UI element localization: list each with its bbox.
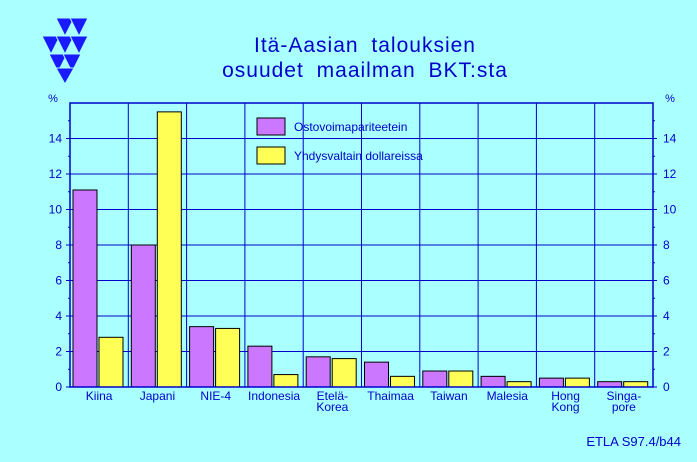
x-tick-label: Japani <box>140 389 175 403</box>
x-tick-label: Kiina <box>86 389 113 403</box>
plot-border <box>69 102 654 388</box>
x-tick-label: Kong <box>552 400 580 414</box>
y-tick-label-left: 12 <box>49 167 63 181</box>
bar-usd <box>273 374 299 388</box>
y-tick-label-left: 6 <box>55 274 62 288</box>
y-tick-label-left: 8 <box>55 238 62 252</box>
bar-ppp <box>597 381 623 388</box>
y-tick-label-left: 10 <box>49 203 63 217</box>
bar-usd <box>564 377 590 388</box>
y-tick-label-right: 8 <box>663 238 670 252</box>
y-tick-label-right: 14 <box>663 132 677 146</box>
bar-usd <box>156 111 182 388</box>
bar-usd <box>98 336 124 388</box>
y-tick-label-right: 2 <box>663 345 670 359</box>
bar-ppp <box>305 356 331 388</box>
logo <box>41 17 89 84</box>
x-tick-label: Taiwan <box>430 389 467 403</box>
x-tick-label: pore <box>612 400 636 414</box>
bar-ppp <box>538 377 564 388</box>
legend-swatch-usd <box>256 146 286 165</box>
bar-ppp <box>72 189 98 388</box>
bar-ppp <box>130 244 156 388</box>
x-tick-label: Korea <box>316 400 348 414</box>
x-tick-label: Thaimaa <box>367 389 414 403</box>
bar-ppp <box>247 345 273 388</box>
x-tick-label: Malesia <box>487 389 529 403</box>
y-tick-label-right: 0 <box>663 380 670 394</box>
x-tick-label: Singa- <box>607 389 642 403</box>
x-tick-label: Indonesia <box>248 389 300 403</box>
bar-usd <box>448 370 474 388</box>
x-tick-label: NIE-4 <box>200 389 231 403</box>
bar-usd <box>623 381 649 388</box>
chart-title-line-2: osuudet maailman BKT:sta <box>222 59 508 82</box>
legend-label-ppp: Ostovoimapariteetein <box>294 120 407 134</box>
y-tick-label-left: 4 <box>55 309 62 323</box>
y-tick-label-left: 0 <box>55 380 62 394</box>
bar-usd <box>506 381 532 388</box>
y-tick-label-right: 6 <box>663 274 670 288</box>
y-unit-label-right: % <box>665 93 675 105</box>
bar-ppp <box>364 361 389 388</box>
y-tick-label-right: 12 <box>663 167 677 181</box>
y-tick-label-left: 14 <box>49 132 63 146</box>
x-tick-label: Hong <box>551 389 580 403</box>
chart-title-line-1: Itä-Aasian talouksien <box>254 34 476 57</box>
legend-label-usd: Yhdysvaltain dollareissa <box>294 149 423 163</box>
y-tick-label-right: 10 <box>663 203 677 217</box>
y-tick-label-left: 2 <box>55 345 62 359</box>
x-tick-label: Etelä- <box>317 389 348 403</box>
source-code-label: ETLA S97.4/b44 <box>586 434 681 449</box>
bar-ppp <box>422 370 448 388</box>
legend-swatch-ppp <box>256 117 286 136</box>
y-tick-label-right: 4 <box>663 309 670 323</box>
bar-usd <box>390 375 415 388</box>
bar-ppp <box>480 375 506 388</box>
bar-usd <box>215 327 241 388</box>
bar-usd <box>331 358 357 388</box>
bar-ppp <box>189 326 215 388</box>
y-unit-label-left: % <box>48 93 58 105</box>
